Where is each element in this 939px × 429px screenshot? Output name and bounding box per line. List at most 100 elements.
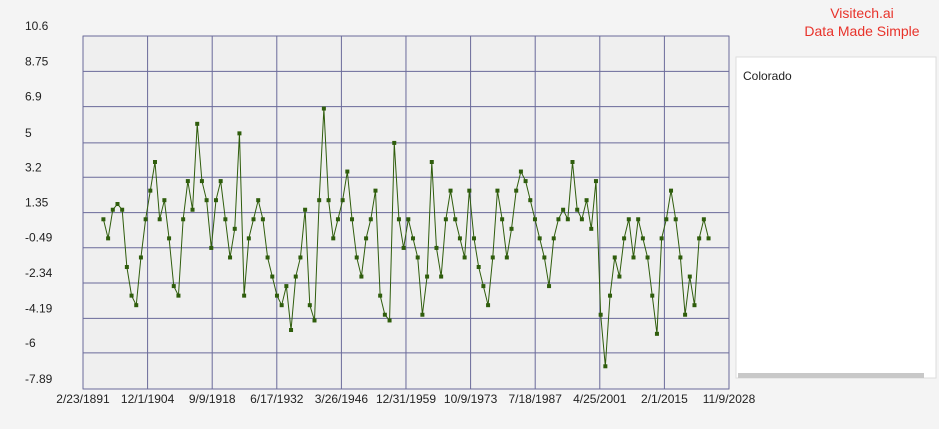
watermark: Data Made Simple (804, 23, 919, 39)
point (321, 106, 326, 111)
y-tick-label: -2.34 (25, 266, 53, 280)
point (382, 312, 387, 317)
point (645, 255, 650, 260)
point (537, 236, 542, 241)
point (603, 364, 608, 369)
point (143, 217, 148, 222)
point (650, 293, 655, 298)
point (617, 274, 622, 279)
point (373, 188, 378, 193)
point (331, 236, 336, 241)
point (350, 217, 355, 222)
point (561, 207, 566, 212)
x-tick-label: 10/9/1973 (444, 392, 498, 406)
y-tick-label: 5 (25, 126, 32, 140)
point (542, 255, 547, 260)
point (120, 207, 125, 212)
point (673, 217, 678, 222)
point (303, 207, 308, 212)
point (486, 303, 491, 308)
point (354, 255, 359, 260)
point (138, 255, 143, 260)
point (106, 236, 111, 241)
point (504, 255, 509, 260)
point (242, 293, 247, 298)
point (153, 160, 158, 165)
point (270, 274, 275, 279)
point (289, 328, 294, 333)
point (687, 274, 692, 279)
point (495, 188, 500, 193)
point (335, 217, 340, 222)
point (265, 255, 270, 260)
y-tick-label: -7.89 (25, 372, 53, 386)
point (481, 284, 486, 289)
point (157, 217, 162, 222)
point (293, 274, 298, 279)
point (593, 179, 598, 184)
point (129, 293, 134, 298)
point (284, 284, 289, 289)
point (396, 217, 401, 222)
point (453, 217, 458, 222)
y-tick-label: 1.35 (25, 196, 49, 210)
point (167, 236, 172, 241)
legend-entry: Colorado (743, 69, 792, 83)
point (312, 318, 317, 323)
point (213, 198, 218, 203)
point (246, 236, 251, 241)
x-tick-label: 9/9/1918 (189, 392, 236, 406)
point (448, 188, 453, 193)
point (237, 131, 242, 136)
point (101, 217, 106, 222)
point (425, 274, 430, 279)
point (608, 293, 613, 298)
point (457, 236, 462, 241)
point (195, 121, 200, 126)
point (176, 293, 181, 298)
point (518, 169, 523, 174)
point (411, 236, 416, 241)
point (232, 226, 237, 231)
point (683, 312, 688, 317)
point (570, 160, 575, 165)
point (110, 207, 115, 212)
point (612, 255, 617, 260)
y-tick-label: 8.75 (25, 54, 49, 68)
point (692, 303, 697, 308)
point (228, 255, 233, 260)
point (218, 179, 223, 184)
point (134, 303, 139, 308)
y-tick-label: -0.49 (25, 231, 53, 245)
point (340, 198, 345, 203)
point (509, 226, 514, 231)
point (317, 198, 322, 203)
point (260, 217, 265, 222)
point (500, 217, 505, 222)
x-tick-label: 11/9/2028 (703, 392, 756, 406)
point (664, 217, 669, 222)
point (279, 303, 284, 308)
point (579, 217, 584, 222)
point (345, 169, 350, 174)
point (434, 245, 439, 250)
point (368, 217, 373, 222)
y-tick-label: -4.19 (25, 301, 53, 315)
series-line (102, 108, 710, 367)
watermark: Visitech.ai (830, 5, 894, 21)
point (256, 198, 261, 203)
x-tick-label: 12/31/1959 (376, 392, 436, 406)
point (556, 217, 561, 222)
point (462, 255, 467, 260)
x-tick-label: 6/17/1932 (250, 392, 304, 406)
point (626, 217, 631, 222)
point (401, 245, 406, 250)
x-tick-label: 3/26/1946 (315, 392, 369, 406)
point (162, 198, 167, 203)
point (565, 217, 570, 222)
legend-box (735, 56, 937, 379)
point (678, 255, 683, 260)
point (190, 207, 195, 212)
x-tick-label: 7/18/1987 (508, 392, 562, 406)
